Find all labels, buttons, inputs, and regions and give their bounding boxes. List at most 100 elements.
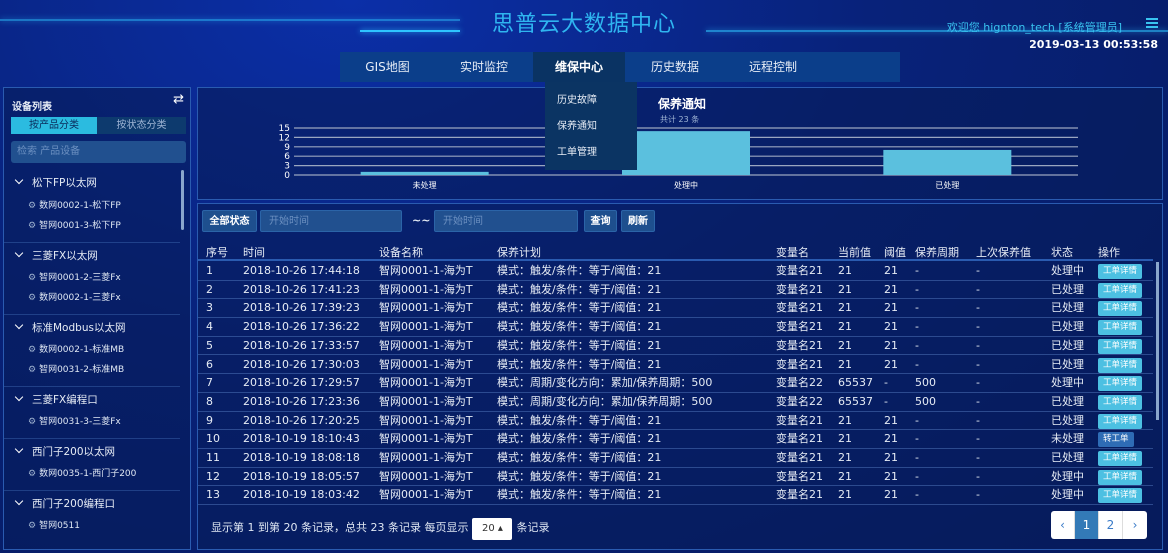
- page-size-select[interactable]: 20 ▴: [472, 518, 513, 540]
- table-cell: 智网0001-1-海为T: [379, 469, 473, 483]
- page-1-button[interactable]: 1: [1075, 511, 1099, 539]
- chevron-down-icon[interactable]: [14, 444, 24, 454]
- records-summary: 显示第 1 到第 20 条记录，总共 23 条记录 每页显示: [211, 521, 469, 534]
- menu-item-maintenance-notice[interactable]: 保养通知: [557, 121, 597, 132]
- device-item[interactable]: ⚙ 智网0031-3-三菱Fx: [4, 412, 180, 432]
- chevron-down-icon[interactable]: [14, 496, 24, 506]
- device-item[interactable]: ⚙ 数网0035-1-西门子200: [4, 464, 180, 484]
- table-cell: 2: [206, 282, 213, 296]
- tab-by-status[interactable]: 按状态分类: [97, 117, 186, 134]
- work-order-detail-button[interactable]: 工单详情: [1098, 376, 1143, 392]
- table-cell: -: [915, 413, 919, 427]
- work-order-detail-button[interactable]: 工单详情: [1098, 488, 1143, 504]
- table-cell: 21: [884, 451, 898, 464]
- all-status-button[interactable]: 全部状态: [202, 210, 257, 232]
- tab-by-product[interactable]: 按产品分类: [11, 117, 97, 134]
- work-order-detail-button[interactable]: 工单详情: [1098, 357, 1143, 373]
- table-cell: 模式：触发/条件：等于/阈值：21: [497, 488, 662, 502]
- chevron-down-icon[interactable]: [14, 248, 24, 258]
- device-item[interactable]: ⚙ 智网0001-3-松下FP: [4, 216, 180, 236]
- table-cell: 11: [206, 451, 220, 464]
- device-group[interactable]: 标准Modbus以太网: [4, 314, 180, 340]
- range-separator: ~~: [412, 214, 431, 227]
- device-item[interactable]: ⚙ 数网0002-1-三菱Fx: [4, 288, 180, 308]
- device-group[interactable]: 松下FP以太网: [4, 170, 180, 196]
- menu-item-fault-history[interactable]: 历史故障: [557, 95, 597, 106]
- device-group[interactable]: 西门子200以太网: [4, 438, 180, 464]
- device-group[interactable]: 西门子200编程口: [4, 490, 180, 516]
- device-item[interactable]: ⚙ 智网0511: [4, 516, 180, 536]
- device-icon: ⚙: [28, 201, 37, 211]
- records-suffix: 条记录: [516, 521, 550, 534]
- work-order-detail-button[interactable]: 工单详情: [1098, 338, 1143, 354]
- nav-realtime[interactable]: 实时监控: [459, 60, 508, 74]
- user-welcome[interactable]: 欢迎您 hignton_tech [系统管理员]: [946, 21, 1122, 34]
- device-search-input[interactable]: 检索 产品设备: [11, 141, 186, 163]
- table-cell: 2018-10-19 18:08:18: [243, 451, 360, 464]
- nav-remote[interactable]: 远程控制: [748, 60, 797, 74]
- table-scrollbar[interactable]: [1156, 262, 1159, 420]
- chevron-down-icon[interactable]: [14, 175, 24, 185]
- work-order-detail-button[interactable]: 工单详情: [1098, 469, 1143, 485]
- chevron-down-icon[interactable]: [14, 320, 24, 330]
- table-cell: -: [915, 282, 919, 296]
- menu-icon[interactable]: [1146, 18, 1158, 28]
- table-cell: 智网0001-1-海为T: [379, 357, 473, 371]
- menu-item-work-orders[interactable]: 工单管理: [557, 147, 597, 158]
- work-order-detail-button[interactable]: 工单详情: [1098, 264, 1143, 279]
- table-cell: 模式：触发/条件：等于/阈值：21: [497, 451, 662, 464]
- device-icon: ⚙: [28, 345, 37, 355]
- table-cell: 变量名21: [776, 282, 823, 296]
- work-order-detail-button[interactable]: 工单详情: [1098, 282, 1143, 298]
- sidebar-scrollbar[interactable]: [181, 170, 184, 230]
- table-cell: 2018-10-26 17:39:23: [243, 301, 360, 315]
- table-cell: -: [915, 320, 919, 334]
- work-order-detail-button[interactable]: 工单详情: [1098, 413, 1143, 429]
- y-tick-label: 15: [279, 124, 290, 134]
- convert-work-order-button[interactable]: 转工单: [1098, 432, 1134, 448]
- device-label: 智网0511: [39, 521, 80, 531]
- nav-maintenance[interactable]: 维保中心: [533, 52, 625, 82]
- table-cell: 变量名21: [776, 413, 823, 427]
- refresh-button[interactable]: 刷新: [621, 210, 655, 232]
- device-item[interactable]: ⚙ 智网0031-2-标准MB: [4, 360, 180, 380]
- device-icon: ⚙: [28, 293, 37, 303]
- start-time-input[interactable]: 开始时间: [260, 210, 402, 232]
- device-label: 智网0031-2-标准MB: [39, 365, 125, 375]
- x-tick-label: 未处理: [413, 180, 437, 190]
- table-cell: -: [884, 376, 888, 390]
- table-cell: 变量名21: [776, 488, 823, 502]
- column-header: 阈值: [884, 246, 906, 259]
- column-header: 时间: [243, 246, 265, 259]
- work-order-detail-button[interactable]: 工单详情: [1098, 301, 1143, 317]
- work-order-detail-button[interactable]: 工单详情: [1098, 320, 1143, 336]
- table-cell: 10: [206, 432, 220, 446]
- query-button[interactable]: 查询: [584, 210, 617, 232]
- device-item[interactable]: ⚙ 智网0001-2-三菱Fx: [4, 268, 180, 288]
- table-cell: 4: [206, 320, 213, 334]
- nav-gis[interactable]: GIS地图: [365, 60, 410, 74]
- device-item[interactable]: ⚙ 数网0002-1-标准MB: [4, 340, 180, 360]
- table-cell: 2018-10-19 18:10:43: [243, 432, 360, 446]
- pagination: ‹ 1 2 ›: [1051, 511, 1147, 539]
- bar-未处理: [360, 171, 489, 175]
- next-page-button[interactable]: ›: [1132, 518, 1138, 532]
- work-order-detail-button[interactable]: 工单详情: [1098, 451, 1143, 466]
- end-time-input[interactable]: 开始时间: [434, 210, 578, 232]
- device-group[interactable]: 三菱FX以太网: [4, 242, 180, 268]
- nav-history[interactable]: 历史数据: [650, 60, 699, 74]
- chevron-down-icon[interactable]: [14, 392, 24, 402]
- work-order-detail-button[interactable]: 工单详情: [1098, 394, 1143, 410]
- device-item[interactable]: ⚙ 数网0002-1-松下FP: [4, 196, 180, 216]
- table-cell: 21: [884, 301, 898, 315]
- table-cell: 变量名21: [776, 320, 823, 334]
- table-cell: 变量名22: [776, 376, 823, 390]
- device-group[interactable]: 三菱FX编程口: [4, 386, 180, 412]
- device-label: 数网0002-1-松下FP: [39, 201, 121, 211]
- table-cell: 65537: [838, 394, 873, 408]
- prev-page-button[interactable]: ‹: [1051, 511, 1075, 539]
- table-cell: 已处理: [1051, 301, 1084, 315]
- table-cell: 12: [206, 469, 220, 483]
- swap-icon[interactable]: ⇄: [173, 92, 184, 107]
- page-2-button[interactable]: 2: [1099, 511, 1123, 539]
